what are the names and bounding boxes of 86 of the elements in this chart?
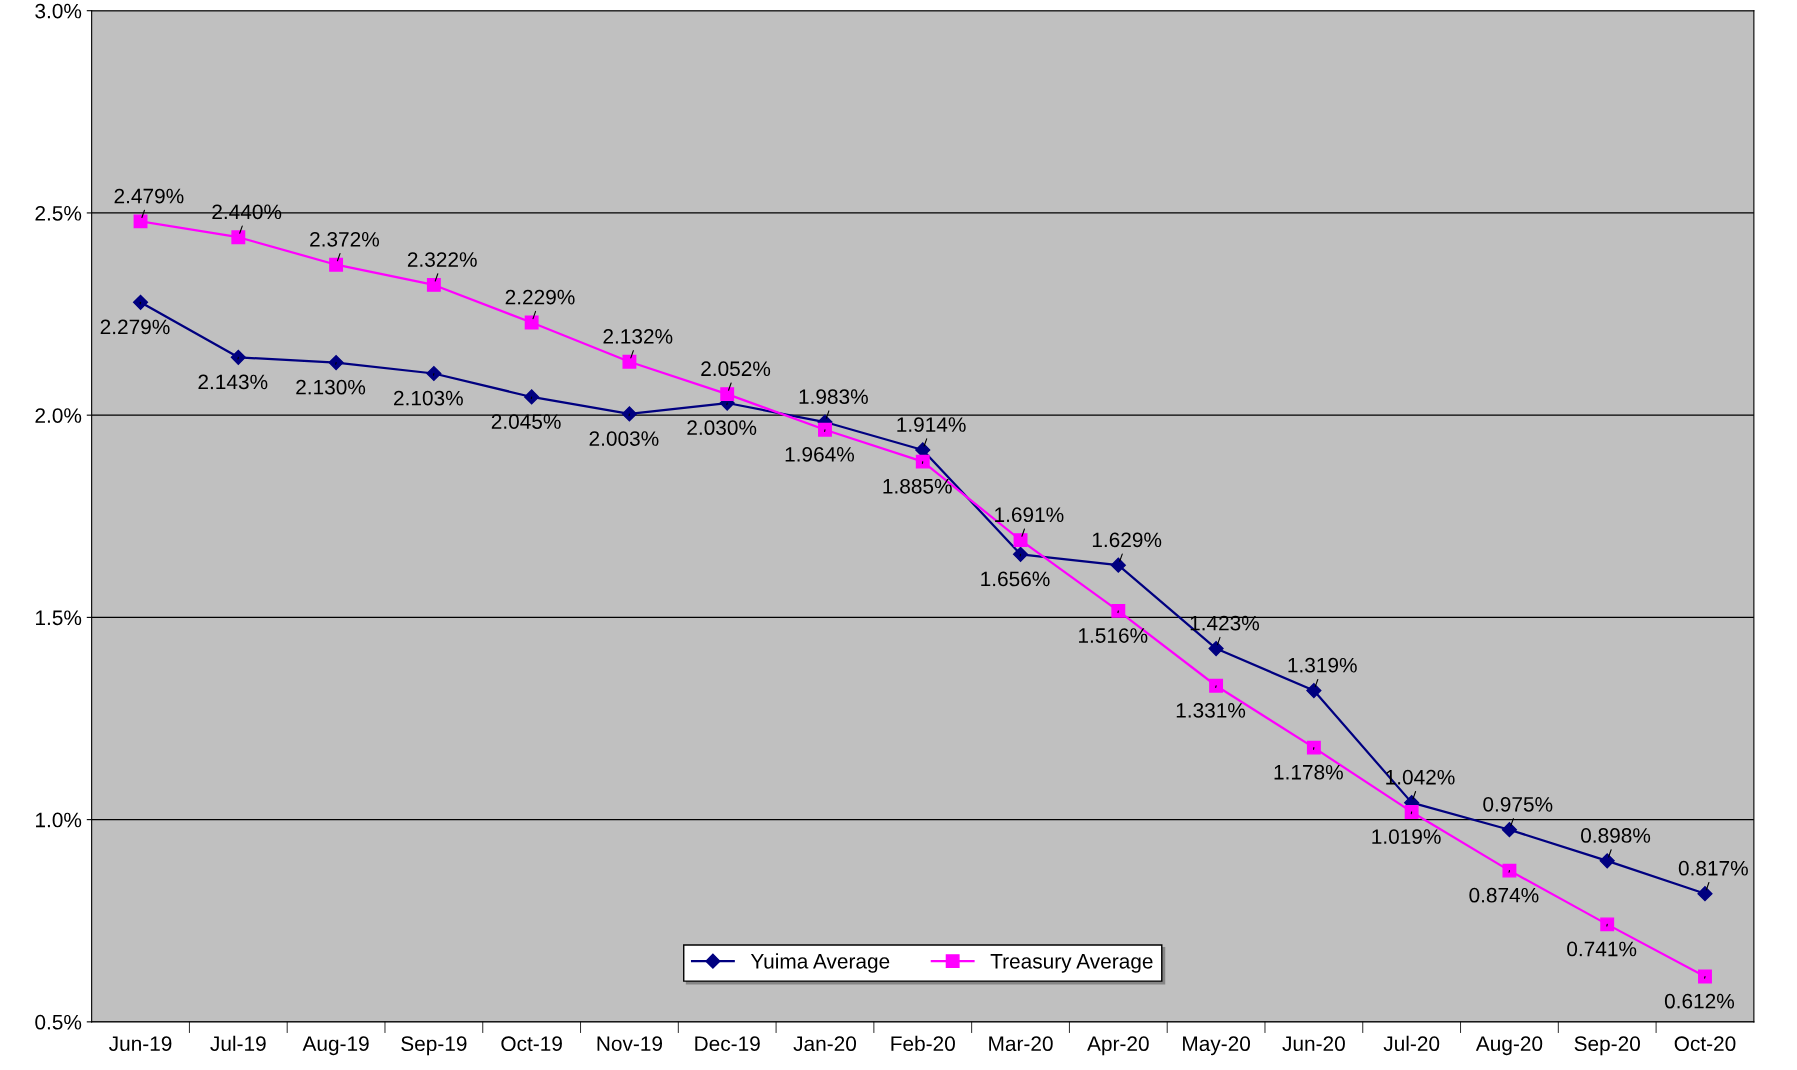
data-label: 1.964% xyxy=(785,446,855,462)
point xyxy=(1306,740,1321,755)
point xyxy=(426,277,441,292)
point xyxy=(328,355,344,371)
point xyxy=(818,422,832,437)
data-label: 2.132% xyxy=(603,329,673,344)
point xyxy=(231,230,246,245)
data-label: 2.279% xyxy=(100,319,170,335)
x-tick-label: Jun-19 xyxy=(109,1036,172,1052)
data-label: 0.874% xyxy=(1469,887,1539,903)
data-label: 2.372% xyxy=(310,231,380,247)
x-tick-label: Jul-19 xyxy=(210,1035,266,1052)
y-tick-label: 1.0% xyxy=(36,812,82,828)
data-label: 1.656% xyxy=(981,571,1050,587)
data-label: 1.914% xyxy=(897,417,966,432)
point xyxy=(524,315,539,330)
y-tick-label: 2.0% xyxy=(35,408,82,423)
x-tick-label: Apr-20 xyxy=(1087,1036,1149,1056)
point xyxy=(1600,917,1615,932)
point xyxy=(622,354,637,369)
point xyxy=(1012,546,1029,562)
data-label: 1.691% xyxy=(995,507,1064,523)
point xyxy=(132,294,149,310)
data-label: 1.178% xyxy=(1274,764,1343,780)
y-tick-label: 2.5% xyxy=(35,205,82,221)
legend-label: Yuima Average xyxy=(750,953,890,973)
point xyxy=(915,454,930,469)
x-tick-label: Sep-20 xyxy=(1574,1036,1640,1056)
data-label: 2.003% xyxy=(589,431,659,446)
data-label: 0.817% xyxy=(1678,860,1748,876)
data-label: 2.322% xyxy=(407,252,477,267)
y-tick-label: 0.5% xyxy=(35,1014,82,1030)
data-label: 0.612% xyxy=(1664,993,1735,1009)
legend-label: Treasury Average xyxy=(990,954,1153,973)
x-tick-label: Jan-20 xyxy=(793,1036,857,1052)
point xyxy=(621,406,637,422)
data-label: 1.885% xyxy=(883,478,952,494)
data-label: 2.052% xyxy=(701,361,771,377)
x-tick-label: Feb-20 xyxy=(891,1035,955,1052)
data-label: 1.319% xyxy=(1288,657,1357,673)
data-label: 0.741% xyxy=(1567,941,1637,957)
point xyxy=(1502,863,1517,878)
data-label: 2.130% xyxy=(296,379,366,395)
point xyxy=(1208,640,1224,657)
x-tick-label: Aug-20 xyxy=(1475,1036,1543,1056)
x-tick-label: Dec-19 xyxy=(695,1036,760,1052)
data-label: 1.331% xyxy=(1176,702,1246,718)
x-tick-label: Jul-20 xyxy=(1383,1035,1440,1052)
data-label: 2.103% xyxy=(394,390,463,406)
point xyxy=(1209,678,1224,693)
point xyxy=(1404,804,1419,819)
point xyxy=(1501,822,1518,838)
point xyxy=(1697,886,1713,902)
point xyxy=(1111,603,1126,618)
point xyxy=(426,365,442,382)
x-tick-label: Mar-20 xyxy=(989,1036,1053,1052)
data-label: 2.479% xyxy=(114,188,184,204)
x-tick-label: Nov-19 xyxy=(597,1036,663,1052)
data-label: 0.898% xyxy=(1581,828,1651,843)
x-tick-label: May-20 xyxy=(1183,1036,1251,1056)
data-label: 1.516% xyxy=(1079,628,1148,643)
x-tick-label: Oct-19 xyxy=(501,1036,562,1052)
x-tick-label: Jun-20 xyxy=(1282,1036,1345,1052)
point xyxy=(1698,969,1712,984)
y-tick-label: 1.5% xyxy=(36,610,82,626)
data-label: 2.143% xyxy=(198,374,268,390)
point xyxy=(1306,683,1322,699)
data-label: 2.229% xyxy=(505,289,575,305)
point xyxy=(133,214,148,229)
x-tick-label: Aug-19 xyxy=(302,1036,369,1056)
x-tick-label: Sep-19 xyxy=(401,1036,467,1056)
point xyxy=(230,349,246,365)
point xyxy=(329,257,344,272)
data-label: 2.045% xyxy=(491,414,561,429)
point xyxy=(720,387,735,402)
point xyxy=(1013,533,1028,548)
data-label: 1.629% xyxy=(1092,532,1162,548)
point xyxy=(1110,557,1126,573)
point xyxy=(524,389,540,405)
data-label: 1.019% xyxy=(1372,829,1441,844)
data-label: 1.983% xyxy=(799,389,868,405)
point xyxy=(1599,853,1615,869)
y-tick-label: 3.0% xyxy=(35,3,82,19)
data-label: 0.975% xyxy=(1483,796,1553,812)
data-label: 2.030% xyxy=(687,420,757,436)
x-tick-label: Oct-20 xyxy=(1674,1036,1736,1052)
